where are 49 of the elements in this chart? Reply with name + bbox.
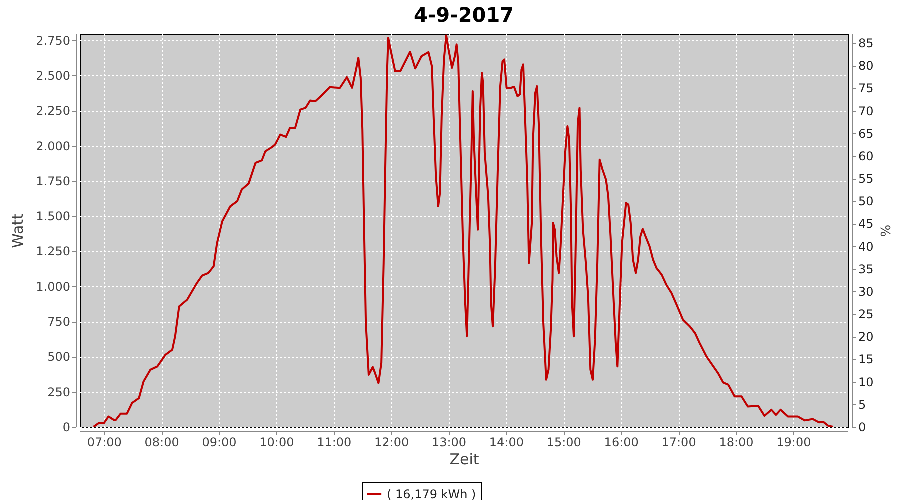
y2-tick-label: 15 [858,352,874,367]
x-tick-label: 09:00 [202,436,237,450]
x-tick-label: 19:00 [776,436,812,450]
y-tick-label: 500 [48,350,70,364]
x-axis-title: Zeit [450,450,480,468]
chart-title: 4-9-2017 [414,3,514,27]
x-tick-label: 07:00 [87,436,122,450]
y-tick-label: 1.750 [36,174,70,188]
y-tick-label: 1.000 [36,280,70,294]
y2-axis-title: % [876,224,892,238]
y2-tick-label: 55 [858,172,874,186]
y2-tick-label: 60 [858,149,874,164]
y2-tick-label: 70 [858,104,874,118]
y-tick-label: 2.250 [36,104,70,118]
y2-tick-label: 50 [858,194,874,209]
x-tick-label: 13:00 [432,436,467,450]
y2-tick-label: 45 [858,217,874,232]
y-tick-label: 1.250 [36,244,70,259]
y-tick-label: 0 [62,420,70,434]
y-tick-label: 2.500 [36,68,70,83]
y2-tick-label: 75 [858,82,874,96]
x-tick-label: 08:00 [144,436,180,450]
y2-tick-label: 5 [858,398,866,412]
x-tick-label: 12:00 [374,436,410,450]
y2-tick-label: 65 [858,126,874,141]
y2-tick-label: 20 [858,330,874,344]
legend-label: ( 16,179 kWh ) [387,488,476,500]
y2-tick-label: 0 [858,420,866,434]
x-tick-label: 14:00 [489,436,524,450]
line-series [92,34,834,427]
y-tick-label: 2.000 [36,139,70,154]
x-tick-label: 18:00 [719,436,754,450]
x-tick-label: 17:00 [662,436,696,450]
y2-tick-label: 25 [858,308,874,322]
y2-tick-label: 30 [858,284,874,299]
y-tick-label: 1.500 [36,210,70,224]
y-axis-title: Watt [9,213,28,248]
y2-tick-label: 85 [858,36,874,51]
y2-tick-label: 40 [858,240,874,254]
y-tick-label: 250 [48,385,70,400]
y2-tick-label: 35 [858,262,874,276]
x-tick-label: 16:00 [604,436,639,450]
y-tick-label: 2.750 [36,34,70,48]
y-tick-label: 750 [48,315,70,330]
x-tick-label: 11:00 [317,436,352,450]
x-tick-label: 10:00 [260,436,294,450]
y2-tick-label: 80 [858,59,874,74]
y2-tick-label: 10 [858,375,874,390]
x-tick-label: 15:00 [546,436,582,450]
